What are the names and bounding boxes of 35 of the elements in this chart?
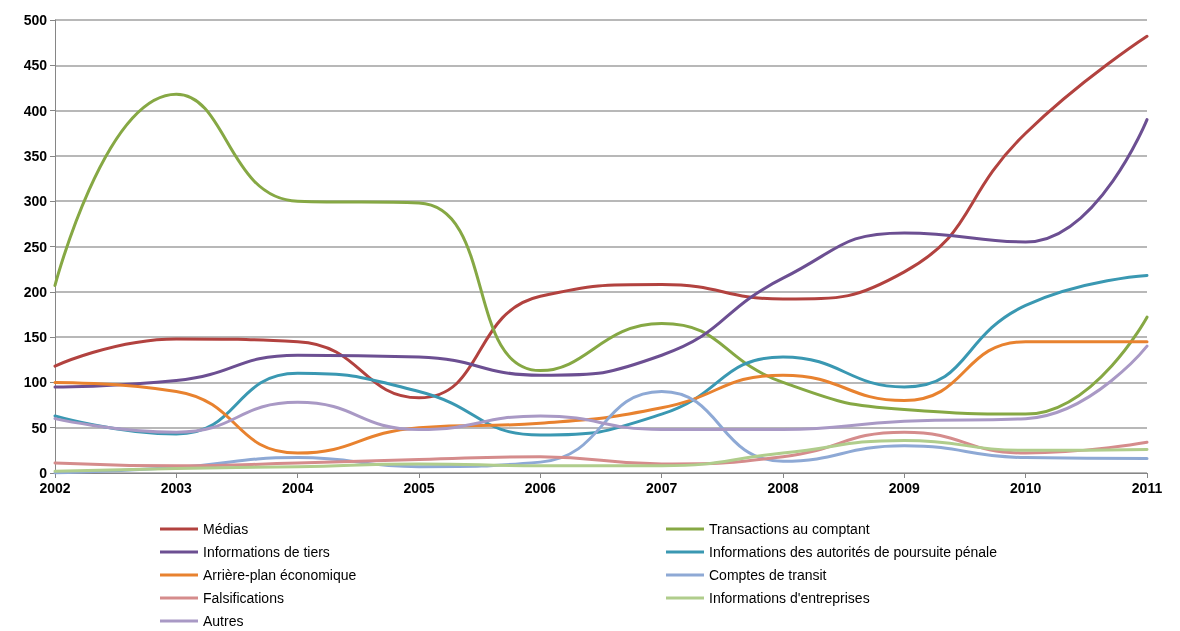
line-series: [53, 92, 1149, 416]
legend-label: Informations d'entreprises: [709, 590, 870, 606]
x-tick-label: 2005: [403, 480, 435, 496]
x-tick-label: 2004: [282, 480, 314, 496]
y-tick-label: 200: [23, 283, 48, 300]
y-tick-label: 500: [23, 12, 48, 28]
legend-label: Transactions au comptant: [709, 521, 870, 537]
y-tick-label: 0: [39, 465, 48, 481]
legend-label: Informations de tiers: [203, 544, 330, 560]
x-tick-label: 2008: [767, 480, 799, 496]
legend-label: Informations des autorités de poursuite pénale: [709, 544, 998, 560]
y-tick-label: 400: [23, 102, 48, 119]
line-series: [53, 34, 1149, 400]
y-tick-label: 50: [31, 419, 48, 436]
y-tick-label: 150: [23, 329, 48, 346]
y-tick-label: 100: [23, 374, 48, 391]
x-tick-label: 2007: [646, 480, 678, 496]
y-tick-label: 350: [23, 147, 48, 164]
legend-label: Comptes de transit: [709, 567, 827, 583]
legend-label: Médias: [203, 521, 249, 537]
line-series: [53, 118, 1149, 389]
x-tick-label: 2003: [160, 480, 193, 496]
legend-label: Autres: [203, 613, 244, 629]
y-tick-label: 450: [23, 57, 48, 74]
y-tick-label: 250: [23, 238, 48, 255]
x-tick-label: 2002: [39, 480, 71, 496]
legend-label: Falsifications: [203, 590, 284, 606]
x-tick-label: 2010: [1010, 480, 1042, 496]
y-tick-label: 300: [23, 193, 48, 210]
line-series: [53, 340, 1149, 455]
x-tick-label: 2011: [1131, 480, 1163, 496]
x-tick-label: 2006: [524, 480, 557, 496]
line-series: [53, 344, 1149, 434]
x-tick-label: 2009: [888, 480, 921, 496]
legend-label: Arrière-plan économique: [203, 567, 357, 583]
